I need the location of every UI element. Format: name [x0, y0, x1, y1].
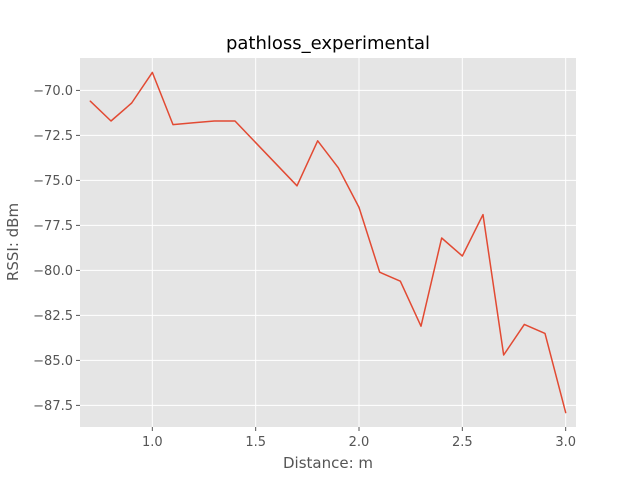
y-tick-label: −72.5 — [33, 129, 73, 144]
series-layer — [89, 71, 567, 414]
y-tick-label: −87.5 — [33, 399, 73, 414]
grid — [80, 58, 576, 427]
y-tick-label: −70.0 — [33, 84, 73, 99]
x-axis-label: Distance: m — [283, 454, 373, 472]
x-tick-label: 2.0 — [349, 435, 370, 450]
y-tick-label: −77.5 — [33, 219, 73, 234]
ticks: 1.0 1.5 2.0 2.5 3.0 −70.0 −72.5 −75.0 −77.5 −80.0… — [33, 84, 576, 450]
x-tick-label: 3.0 — [555, 435, 576, 450]
y-tick-label: −82.5 — [33, 309, 73, 324]
y-axis-label: RSSI: dBm — [4, 203, 22, 281]
x-tick-label: 1.5 — [245, 435, 266, 450]
x-tick-label: 2.5 — [452, 435, 473, 450]
y-tick-label: −75.0 — [33, 174, 73, 189]
x-tick-label: 1.0 — [142, 435, 163, 450]
y-tick-label: −80.0 — [33, 264, 73, 279]
plot-background — [80, 58, 576, 427]
chart-title: pathloss_experimental — [226, 33, 430, 54]
series-line — [89, 71, 567, 414]
y-tick-label: −85.0 — [33, 354, 73, 369]
